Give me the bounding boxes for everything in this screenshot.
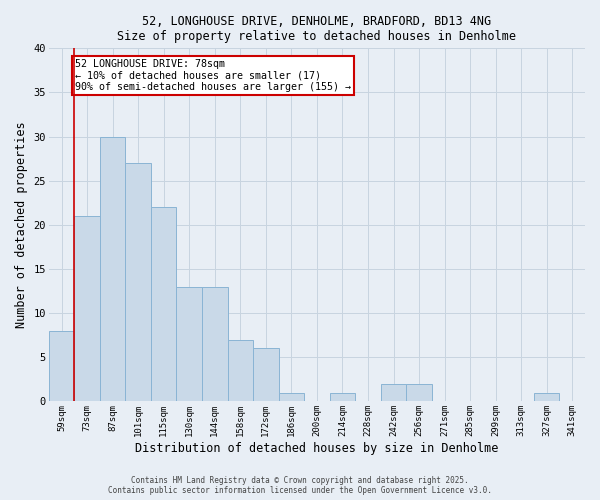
Bar (329, 392, 355, 402)
X-axis label: Distribution of detached houses by size in Denholme: Distribution of detached houses by size … (135, 442, 499, 455)
Bar (278, 392, 304, 402)
Bar (227, 340, 253, 402)
Bar (176, 286, 202, 402)
Bar (151, 207, 176, 402)
Bar (253, 348, 278, 402)
Title: 52, LONGHOUSE DRIVE, DENHOLME, BRADFORD, BD13 4NG
Size of property relative to d: 52, LONGHOUSE DRIVE, DENHOLME, BRADFORD,… (118, 15, 517, 43)
Bar (49, 331, 74, 402)
Text: 52 LONGHOUSE DRIVE: 78sqm
← 10% of detached houses are smaller (17)
90% of semi-: 52 LONGHOUSE DRIVE: 78sqm ← 10% of detac… (75, 59, 351, 92)
Bar (125, 163, 151, 402)
Bar (406, 384, 432, 402)
Bar (100, 136, 125, 402)
Bar (381, 384, 406, 402)
Y-axis label: Number of detached properties: Number of detached properties (15, 122, 28, 328)
Text: Contains HM Land Registry data © Crown copyright and database right 2025.
Contai: Contains HM Land Registry data © Crown c… (108, 476, 492, 495)
Bar (534, 392, 559, 402)
Bar (74, 216, 100, 402)
Bar (202, 286, 227, 402)
